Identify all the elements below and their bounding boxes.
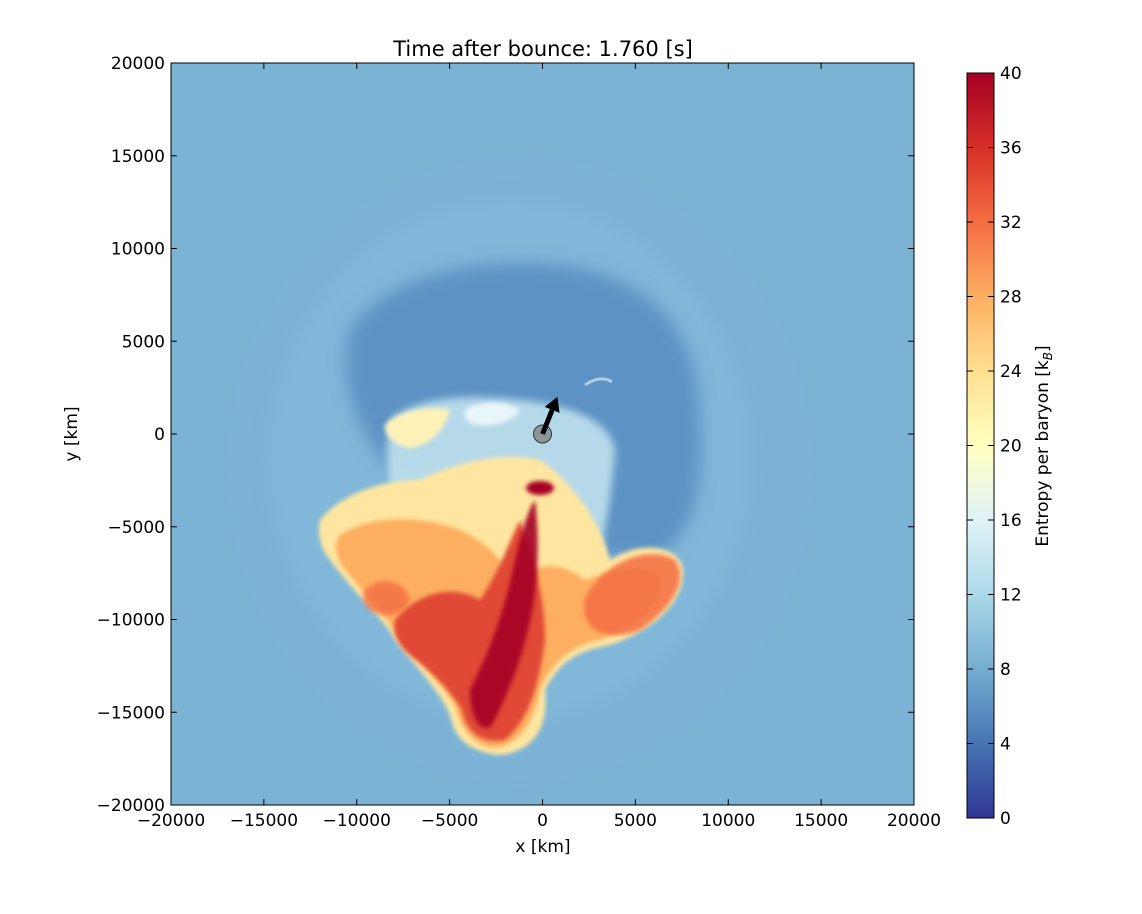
top-tendrils bbox=[385, 408, 450, 448]
x-tick-label: 5000 bbox=[614, 811, 657, 831]
left-lobe bbox=[363, 581, 410, 616]
y-tick-label: −15000 bbox=[97, 703, 165, 723]
colorbar-label-sub: B bbox=[1041, 352, 1055, 360]
colorbar-tick-label: 4 bbox=[1000, 735, 1011, 755]
colorbar-tick-label: 16 bbox=[1000, 511, 1022, 531]
colorbar-tick-label: 40 bbox=[1000, 64, 1022, 84]
hot-spot bbox=[526, 481, 554, 495]
heatmap-field bbox=[171, 63, 914, 805]
x-tick-label: 0 bbox=[537, 811, 548, 831]
colorbar-tick-label: 12 bbox=[1000, 586, 1022, 606]
colorbar-tick-label: 36 bbox=[1000, 139, 1022, 159]
kick-arrow-head bbox=[544, 396, 560, 413]
x-axis-label: x [km] bbox=[515, 837, 570, 857]
y-tick-label: 20000 bbox=[111, 54, 165, 74]
colorbar-tick-label: 20 bbox=[1000, 437, 1022, 457]
y-tick-label: −20000 bbox=[97, 796, 165, 816]
y-tick-label: 10000 bbox=[111, 240, 165, 260]
x-tick-label: −10000 bbox=[323, 811, 391, 831]
y-tick-label: 0 bbox=[154, 425, 165, 445]
x-tick-label: 10000 bbox=[701, 811, 755, 831]
y-axis: −20000 −15000 −10000 −5000 0 5000 10000 15000 20… bbox=[97, 54, 914, 816]
colorbar-label: Entropy per baryon [kB] bbox=[1033, 345, 1055, 546]
right-lobe bbox=[583, 554, 681, 635]
x-tick-label: 15000 bbox=[794, 811, 848, 831]
thin-arc bbox=[584, 377, 613, 387]
plume-core-filament bbox=[470, 500, 538, 729]
colorbar-label-end: ] bbox=[1033, 345, 1053, 352]
colorbar-ticks: 0 4 8 12 16 20 24 28 32 36 40 bbox=[967, 64, 1022, 829]
kick-arrow bbox=[540, 408, 555, 435]
colorbar-tick-label: 28 bbox=[1000, 288, 1022, 308]
x-tick-label: −20000 bbox=[137, 811, 205, 831]
y-tick-label: 5000 bbox=[122, 332, 165, 352]
colorbar-tick-label: 24 bbox=[1000, 362, 1022, 382]
colorbar-tick-label: 32 bbox=[1000, 213, 1022, 233]
y-axis-label: y [km] bbox=[62, 406, 82, 461]
upper-tendril bbox=[464, 402, 520, 426]
y-tick-label: −10000 bbox=[97, 611, 165, 631]
y-tick-label: 15000 bbox=[111, 147, 165, 167]
y-tick-label: −5000 bbox=[107, 518, 165, 538]
chart-title: Time after bounce: 1.760 [s] bbox=[392, 37, 693, 61]
x-tick-label: −15000 bbox=[230, 811, 298, 831]
x-axis: −20000 −15000 −10000 −5000 0 5000 10000 15000 20… bbox=[137, 63, 941, 831]
x-tick-label: 20000 bbox=[887, 811, 941, 831]
colorbar-tick-label: 8 bbox=[1000, 660, 1011, 680]
x-tick-label: −5000 bbox=[421, 811, 479, 831]
colorbar-label-main: Entropy per baryon [k bbox=[1033, 360, 1053, 547]
colorbar-tick-label: 0 bbox=[1000, 809, 1011, 829]
